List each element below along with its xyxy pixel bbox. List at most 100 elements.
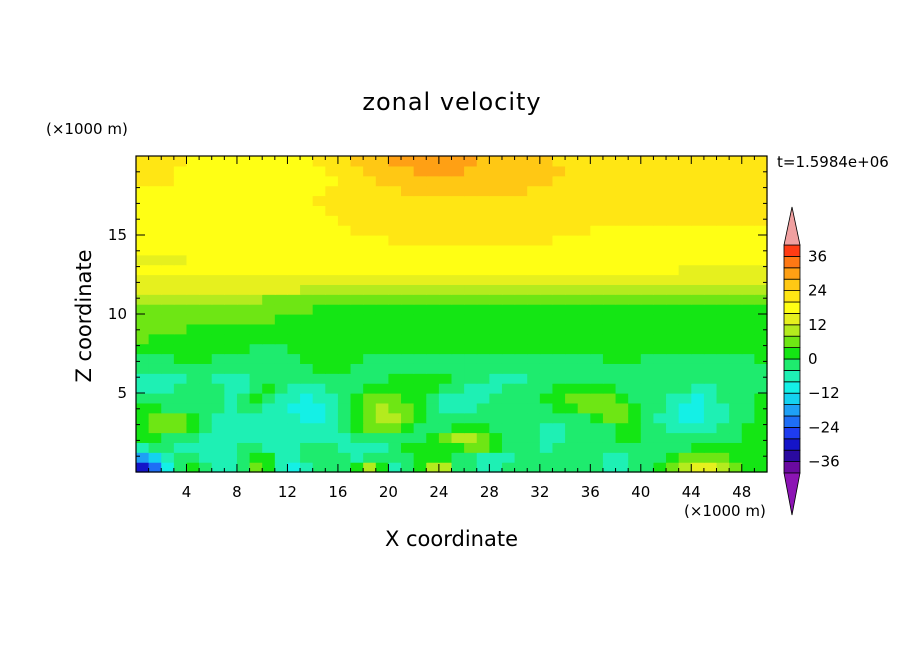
field-cell [615,412,629,424]
field-cell [565,165,579,177]
field-cell [703,284,718,295]
field-cell [161,195,175,206]
field-cell [211,393,225,404]
field-cell [489,304,503,315]
field-cell [274,363,289,374]
field-cell [615,353,629,364]
field-cell [438,383,453,394]
field-cell [590,165,604,177]
field-cell [514,254,528,266]
field-cell [451,205,465,216]
field-cell [666,215,680,226]
field-cell [640,412,655,424]
field-cell [464,274,478,285]
field-cell [691,412,705,424]
field-cell [741,353,755,364]
field-cell [300,383,314,394]
field-cell [501,363,516,374]
field-cell [236,393,251,404]
field-cell [501,156,516,167]
field-cell [565,195,579,206]
field-cell [274,432,289,443]
field-cell [527,383,541,394]
field-cell [249,195,263,206]
field-cell [388,333,402,345]
field-cell [413,333,427,345]
field-cell [577,165,591,177]
y-axis-unit-label: (×1000 m) [46,120,128,138]
field-cell [602,175,617,187]
field-cell [438,156,453,167]
field-cell [716,373,730,384]
colorbar-swatch [783,438,801,451]
field-cell [401,412,415,424]
field-cell [388,343,402,355]
field-cell [426,304,440,315]
field-cell [236,304,251,315]
field-cell [312,294,326,305]
field-cell [161,363,175,374]
field-cell [287,274,301,285]
field-cell [666,205,680,216]
field-cell [678,363,692,374]
field-cell [287,205,301,216]
field-cell [476,393,490,404]
field-cell [148,274,162,285]
field-cell [426,175,440,187]
field-cell [666,274,680,285]
field-cell [312,215,326,226]
colorbar-tick-label: 0 [808,350,818,368]
field-cell [741,432,755,443]
field-cell [224,363,238,374]
field-cell [199,284,213,295]
field-cell [514,393,528,404]
field-cell [287,304,301,315]
field-cell [161,422,175,434]
field-cell [602,205,617,216]
field-cell [173,432,188,443]
field-cell [148,215,162,226]
field-cell [640,215,655,226]
field-cell [161,393,175,404]
field-cell [161,274,175,285]
field-cell [489,215,503,226]
field-cell [602,195,617,206]
field-cell [602,442,617,453]
field-cell [703,244,718,256]
field-cell [249,412,263,424]
field-cell [375,462,389,473]
field-cell [274,195,289,206]
field-cell [451,353,465,364]
field-cell [325,274,339,285]
field-cell [161,165,175,177]
field-cell [552,442,566,453]
field-cell [401,165,415,177]
field-cell [703,156,718,167]
field-cell [703,314,718,325]
field-cell [501,393,516,404]
field-cell [350,393,364,404]
field-cell [476,244,490,256]
x-tick-label: 20 [379,483,398,501]
field-cell [451,323,465,335]
field-cell [552,314,566,325]
field-cell [363,156,377,167]
field-cell [413,254,427,266]
field-cell [741,294,755,305]
field-cell [703,205,718,216]
field-cell [211,323,225,335]
field-cell [274,353,289,364]
field-cell [653,452,667,463]
field-cell [577,156,591,167]
field-cell [514,323,528,335]
field-cell [539,244,554,256]
field-cell [312,156,326,167]
field-cell [363,175,377,187]
field-cell [703,294,718,305]
field-cell [350,323,364,335]
field-cell [691,333,705,345]
field-cell [211,195,225,206]
field-cell [741,156,755,167]
field-cell [729,422,743,434]
field-cell [501,412,516,424]
